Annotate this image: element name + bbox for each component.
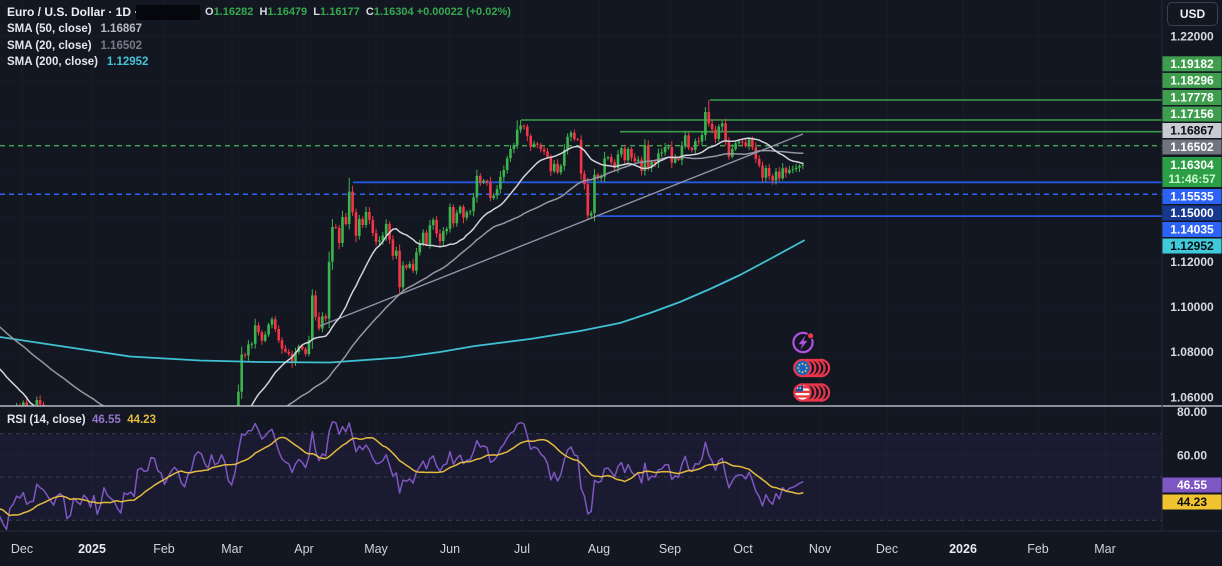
- svg-text:60.00: 60.00: [1177, 448, 1207, 462]
- svg-text:Apr: Apr: [294, 542, 313, 556]
- svg-text:1.08000: 1.08000: [1170, 345, 1214, 359]
- svg-text:1.17156: 1.17156: [1170, 107, 1214, 121]
- svg-text:Oct: Oct: [733, 542, 753, 556]
- svg-text:May: May: [364, 542, 388, 556]
- svg-text:1.10000: 1.10000: [1170, 300, 1214, 314]
- svg-text:1.17778: 1.17778: [1170, 91, 1214, 105]
- svg-text:11:46:57: 11:46:57: [1168, 172, 1216, 186]
- svg-text:Dec: Dec: [876, 542, 898, 556]
- svg-text:1.16502: 1.16502: [1170, 140, 1214, 154]
- svg-text:Mar: Mar: [221, 542, 243, 556]
- svg-text:Sep: Sep: [659, 542, 681, 556]
- svg-text:1.22000: 1.22000: [1170, 30, 1214, 44]
- svg-text:Feb: Feb: [1027, 542, 1049, 556]
- svg-text:Aug: Aug: [588, 542, 610, 556]
- svg-text:1.06000: 1.06000: [1170, 390, 1214, 404]
- svg-text:1.12000: 1.12000: [1170, 255, 1214, 269]
- svg-text:2025: 2025: [78, 542, 106, 556]
- svg-text:1.12952: 1.12952: [1170, 239, 1214, 253]
- svg-text:Jun: Jun: [440, 542, 460, 556]
- svg-text:Jul: Jul: [514, 542, 530, 556]
- svg-text:44.23: 44.23: [1177, 495, 1207, 509]
- svg-text:1.18296: 1.18296: [1170, 73, 1214, 87]
- svg-text:1.14035: 1.14035: [1170, 223, 1214, 237]
- svg-text:46.55: 46.55: [1177, 478, 1207, 492]
- svg-text:Feb: Feb: [153, 542, 175, 556]
- svg-text:80.00: 80.00: [1177, 405, 1207, 419]
- svg-text:2026: 2026: [949, 542, 977, 556]
- svg-text:1.16867: 1.16867: [1170, 124, 1214, 138]
- svg-text:1.19182: 1.19182: [1170, 57, 1214, 71]
- svg-text:Dec: Dec: [11, 542, 33, 556]
- svg-text:Mar: Mar: [1094, 542, 1116, 556]
- svg-text:Nov: Nov: [809, 542, 832, 556]
- svg-text:1.16304: 1.16304: [1170, 158, 1214, 172]
- svg-text:1.15535: 1.15535: [1170, 190, 1214, 204]
- svg-text:1.15000: 1.15000: [1170, 206, 1214, 220]
